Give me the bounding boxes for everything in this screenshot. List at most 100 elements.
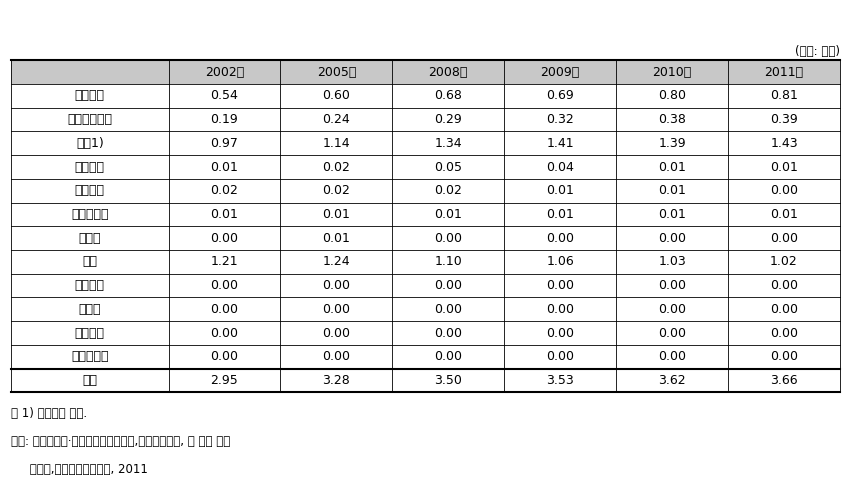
Text: 0.01: 0.01: [323, 208, 351, 221]
Text: 0.00: 0.00: [434, 326, 462, 340]
Text: 2005년: 2005년: [317, 66, 356, 78]
Text: 0.00: 0.00: [546, 350, 574, 363]
Text: 0.00: 0.00: [210, 279, 238, 292]
Text: 0.00: 0.00: [210, 232, 238, 244]
Text: 1.24: 1.24: [323, 256, 351, 269]
Text: 0.00: 0.00: [546, 232, 574, 244]
Text: 0.02: 0.02: [434, 184, 462, 197]
Text: 상급종합병원: 상급종합병원: [67, 113, 112, 126]
Text: 0.00: 0.00: [210, 350, 238, 363]
Text: 3.28: 3.28: [323, 374, 351, 387]
Text: 0.00: 0.00: [323, 326, 351, 340]
Text: 0.00: 0.00: [210, 326, 238, 340]
Text: 2009년: 2009년: [540, 66, 580, 78]
Text: 한방병원: 한방병원: [75, 184, 105, 197]
Text: 0.01: 0.01: [770, 160, 798, 174]
Text: 1.10: 1.10: [434, 256, 462, 269]
Text: 1.43: 1.43: [770, 137, 797, 150]
Text: 0.01: 0.01: [770, 208, 798, 221]
Text: 1.41: 1.41: [546, 137, 574, 150]
Text: (단위: 대수): (단위: 대수): [795, 45, 840, 58]
Text: 0.01: 0.01: [658, 160, 686, 174]
Text: 0.80: 0.80: [658, 90, 686, 103]
Text: 1.06: 1.06: [546, 256, 574, 269]
Text: 0.01: 0.01: [546, 184, 574, 197]
Text: 자료: 보건복지부·한국보건사회연구원,「환자조사」, 각 조사 연도: 자료: 보건복지부·한국보건사회연구원,「환자조사」, 각 조사 연도: [11, 435, 231, 448]
Text: 0.00: 0.00: [658, 350, 686, 363]
Text: 2008년: 2008년: [429, 66, 468, 78]
Text: 2.95: 2.95: [211, 374, 238, 387]
Text: 0.39: 0.39: [770, 113, 798, 126]
Text: 1.02: 1.02: [770, 256, 798, 269]
Text: 3.62: 3.62: [659, 374, 686, 387]
Text: 0.01: 0.01: [546, 208, 574, 221]
Text: 치과병원: 치과병원: [75, 160, 105, 174]
Text: 0.05: 0.05: [434, 160, 462, 174]
Text: 0.00: 0.00: [546, 326, 574, 340]
Text: 주 1) 요양병원 포함.: 주 1) 요양병원 포함.: [11, 407, 87, 421]
Text: 치과의원: 치과의원: [75, 279, 105, 292]
Text: 0.24: 0.24: [323, 113, 351, 126]
Text: 3.53: 3.53: [546, 374, 574, 387]
Text: 0.01: 0.01: [210, 160, 238, 174]
Text: 0.00: 0.00: [658, 232, 686, 244]
Text: 0.00: 0.00: [770, 232, 798, 244]
Text: 0.02: 0.02: [323, 160, 351, 174]
Text: 0.04: 0.04: [546, 160, 574, 174]
Text: 보건의료원: 보건의료원: [71, 208, 109, 221]
Text: 0.01: 0.01: [434, 208, 462, 221]
Text: 0.01: 0.01: [210, 208, 238, 221]
Text: 2011년: 2011년: [764, 66, 803, 78]
Text: 0.01: 0.01: [658, 184, 686, 197]
Text: 0.00: 0.00: [323, 279, 351, 292]
Text: 0.00: 0.00: [770, 279, 798, 292]
Text: 0.00: 0.00: [323, 303, 351, 316]
Text: 0.69: 0.69: [546, 90, 574, 103]
Text: 1.03: 1.03: [658, 256, 686, 269]
Text: 1.34: 1.34: [435, 137, 462, 150]
Text: 보건소: 보건소: [78, 232, 101, 244]
Text: 0.00: 0.00: [770, 303, 798, 316]
Text: 2002년: 2002년: [205, 66, 244, 78]
Text: 0.00: 0.00: [770, 326, 798, 340]
Text: 0.00: 0.00: [770, 350, 798, 363]
Text: 0.00: 0.00: [546, 279, 574, 292]
Text: 0.00: 0.00: [323, 350, 351, 363]
Text: 의원: 의원: [83, 256, 97, 269]
Text: 병원1): 병원1): [76, 137, 104, 150]
Text: 3.50: 3.50: [434, 374, 462, 387]
Text: 한의원: 한의원: [78, 303, 101, 316]
Text: 통계청,「장래인구추계」, 2011: 통계청,「장래인구추계」, 2011: [11, 463, 148, 476]
Text: 0.60: 0.60: [323, 90, 351, 103]
Text: 0.02: 0.02: [323, 184, 351, 197]
Text: 전체: 전체: [83, 374, 97, 387]
Text: 0.32: 0.32: [546, 113, 574, 126]
Text: 0.29: 0.29: [434, 113, 462, 126]
Text: 0.00: 0.00: [658, 279, 686, 292]
Text: 종합병원: 종합병원: [75, 90, 105, 103]
Text: 0.00: 0.00: [770, 184, 798, 197]
Text: 1.21: 1.21: [211, 256, 238, 269]
Text: 2010년: 2010년: [653, 66, 692, 78]
Text: 0.01: 0.01: [658, 208, 686, 221]
Text: 0.68: 0.68: [434, 90, 462, 103]
Text: 0.01: 0.01: [323, 232, 351, 244]
Text: 1.39: 1.39: [659, 137, 686, 150]
Text: 0.02: 0.02: [210, 184, 238, 197]
Text: 0.97: 0.97: [210, 137, 238, 150]
Text: 0.00: 0.00: [434, 232, 462, 244]
Text: 0.54: 0.54: [210, 90, 238, 103]
Text: 보건진료소: 보건진료소: [71, 350, 109, 363]
Text: 0.00: 0.00: [434, 279, 462, 292]
Text: 0.38: 0.38: [658, 113, 686, 126]
Text: 0.00: 0.00: [434, 350, 462, 363]
Text: 보건지소: 보건지소: [75, 326, 105, 340]
Text: 0.81: 0.81: [770, 90, 798, 103]
Text: 0.00: 0.00: [658, 326, 686, 340]
Text: 0.00: 0.00: [210, 303, 238, 316]
Text: 3.66: 3.66: [770, 374, 797, 387]
Text: 0.00: 0.00: [546, 303, 574, 316]
Text: 0.00: 0.00: [658, 303, 686, 316]
Text: 1.14: 1.14: [323, 137, 351, 150]
Text: 0.00: 0.00: [434, 303, 462, 316]
